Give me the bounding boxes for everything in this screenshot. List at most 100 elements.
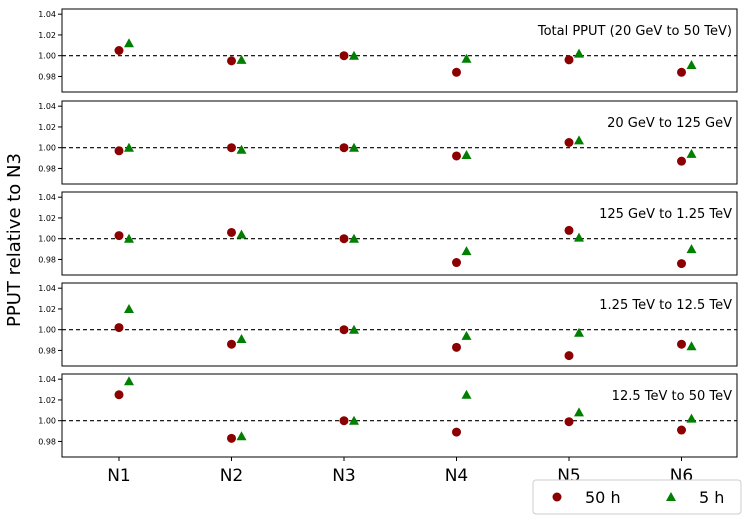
panel-frame xyxy=(61,373,738,458)
y-tick-label: 1.02 xyxy=(38,305,56,314)
point-50h-N5 xyxy=(564,138,574,147)
point-50h-N3 xyxy=(339,234,349,244)
y-tick-label: 1.02 xyxy=(38,31,56,40)
y-tick-label: 0.98 xyxy=(38,164,56,173)
point-5h-N1 xyxy=(124,376,134,386)
point-50h-N6 xyxy=(677,156,686,166)
point-5h-N3 xyxy=(349,233,359,243)
point-50h-N2 xyxy=(227,56,236,66)
point-5h-N3 xyxy=(349,50,359,60)
point-5h-N4 xyxy=(461,389,472,399)
x-tick-label-N2: N2 xyxy=(220,466,244,486)
point-50h-N1 xyxy=(114,323,124,333)
y-tick-label: 0.98 xyxy=(38,255,56,264)
y-tick-label: 1.02 xyxy=(38,396,56,405)
legend: 50 h 5 h xyxy=(532,479,742,515)
panels-group: 0.98 1.00 1.02 1.04 Total PPUT (20 GeV to 50… xyxy=(38,8,738,458)
y-tick-label: 1.00 xyxy=(38,52,56,61)
point-5h-N5 xyxy=(574,48,584,58)
point-5h-N4 xyxy=(461,330,472,340)
point-5h-N2 xyxy=(236,431,247,441)
point-50h-N5 xyxy=(564,417,574,427)
point-5h-N4 xyxy=(461,53,472,63)
panel-5: 0.98 1.00 1.02 1.04 12.5 TeV to 50 TeV xyxy=(38,373,738,458)
x-tick-label-N3: N3 xyxy=(332,466,356,486)
point-5h-N1 xyxy=(124,233,134,243)
point-50h-N3 xyxy=(339,416,349,426)
point-50h-N4 xyxy=(452,67,461,77)
point-50h-N6 xyxy=(677,425,686,435)
panel-label: 125 GeV to 1.25 TeV xyxy=(599,207,732,222)
panel-3: 0.98 1.00 1.02 1.04 125 GeV to 1.25 TeV xyxy=(38,191,738,276)
y-tick-label: 1.00 xyxy=(38,144,56,153)
panel-frame xyxy=(61,282,738,367)
panel-label: 1.25 TeV to 12.5 TeV xyxy=(599,298,732,313)
y-tick-label: 1.02 xyxy=(38,214,56,223)
point-5h-N6 xyxy=(686,341,697,351)
panel-1: 0.98 1.00 1.02 1.04 Total PPUT (20 GeV to 50… xyxy=(38,8,738,93)
point-5h-N5 xyxy=(574,232,584,242)
x-tick-label-N1: N1 xyxy=(107,466,131,486)
y-tick-label: 1.04 xyxy=(38,102,56,111)
y-tick-label: 1.00 xyxy=(38,235,56,244)
point-50h-N4 xyxy=(452,342,461,352)
point-50h-N2 xyxy=(227,227,236,237)
point-50h-N4 xyxy=(452,258,461,268)
point-5h-N4 xyxy=(461,246,472,256)
point-5h-N3 xyxy=(349,415,359,425)
panel-label: Total PPUT (20 GeV to 50 TeV) xyxy=(537,24,732,39)
x-tick-label-N4: N4 xyxy=(445,466,469,486)
legend-label-50h: 50 h xyxy=(585,488,621,507)
y-tick-label: 1.04 xyxy=(38,193,56,202)
point-50h-N5 xyxy=(564,55,574,65)
y-tick-label: 1.02 xyxy=(38,123,56,132)
y-tick-label: 1.00 xyxy=(38,326,56,335)
point-5h-N6 xyxy=(686,413,697,423)
point-50h-N6 xyxy=(677,259,686,269)
panel-frame xyxy=(61,8,738,93)
point-5h-N3 xyxy=(349,142,359,152)
y-tick-label: 0.98 xyxy=(38,72,56,81)
point-50h-N4 xyxy=(452,427,461,437)
point-50h-N1 xyxy=(114,146,124,156)
point-5h-N2 xyxy=(236,54,247,64)
point-5h-N1 xyxy=(124,303,134,313)
point-5h-N6 xyxy=(686,244,697,254)
point-5h-N1 xyxy=(124,38,134,48)
point-5h-N2 xyxy=(236,229,247,239)
point-5h-N5 xyxy=(574,135,584,145)
y-axis-label: PPUT relative to N3 xyxy=(4,153,25,327)
point-50h-N5 xyxy=(564,225,574,235)
point-50h-N6 xyxy=(677,67,686,77)
point-50h-N4 xyxy=(452,151,461,161)
panel-2: 0.98 1.00 1.02 1.04 20 GeV to 125 GeV xyxy=(38,100,738,185)
y-tick-label: 0.98 xyxy=(38,437,56,446)
point-50h-N1 xyxy=(114,231,124,241)
point-50h-N3 xyxy=(339,325,349,335)
legend-marker-circle xyxy=(552,492,562,502)
panel-4: 0.98 1.00 1.02 1.04 1.25 TeV to 12.5 TeV xyxy=(38,282,738,367)
y-tick-label: 1.04 xyxy=(38,10,56,19)
legend-marker-triangle xyxy=(666,492,676,501)
legend-frame xyxy=(532,479,742,515)
panel-label: 20 GeV to 125 GeV xyxy=(607,116,732,131)
point-5h-N4 xyxy=(461,149,472,159)
point-50h-N1 xyxy=(114,46,124,55)
y-tick-label: 1.00 xyxy=(38,417,56,426)
point-5h-N6 xyxy=(686,148,697,158)
point-50h-N2 xyxy=(227,143,236,153)
point-5h-N1 xyxy=(124,142,134,152)
point-50h-N5 xyxy=(564,351,574,361)
y-tick-label: 1.04 xyxy=(38,375,56,384)
point-50h-N3 xyxy=(339,143,349,153)
legend-label-5h: 5 h xyxy=(699,488,724,507)
point-50h-N1 xyxy=(114,390,124,400)
point-5h-N5 xyxy=(574,407,584,417)
point-5h-N2 xyxy=(236,144,247,154)
panel-frame xyxy=(61,100,738,185)
y-tick-label: 1.04 xyxy=(38,284,56,293)
point-5h-N6 xyxy=(686,60,697,70)
point-5h-N2 xyxy=(236,334,247,344)
y-tick-label: 0.98 xyxy=(38,346,56,355)
